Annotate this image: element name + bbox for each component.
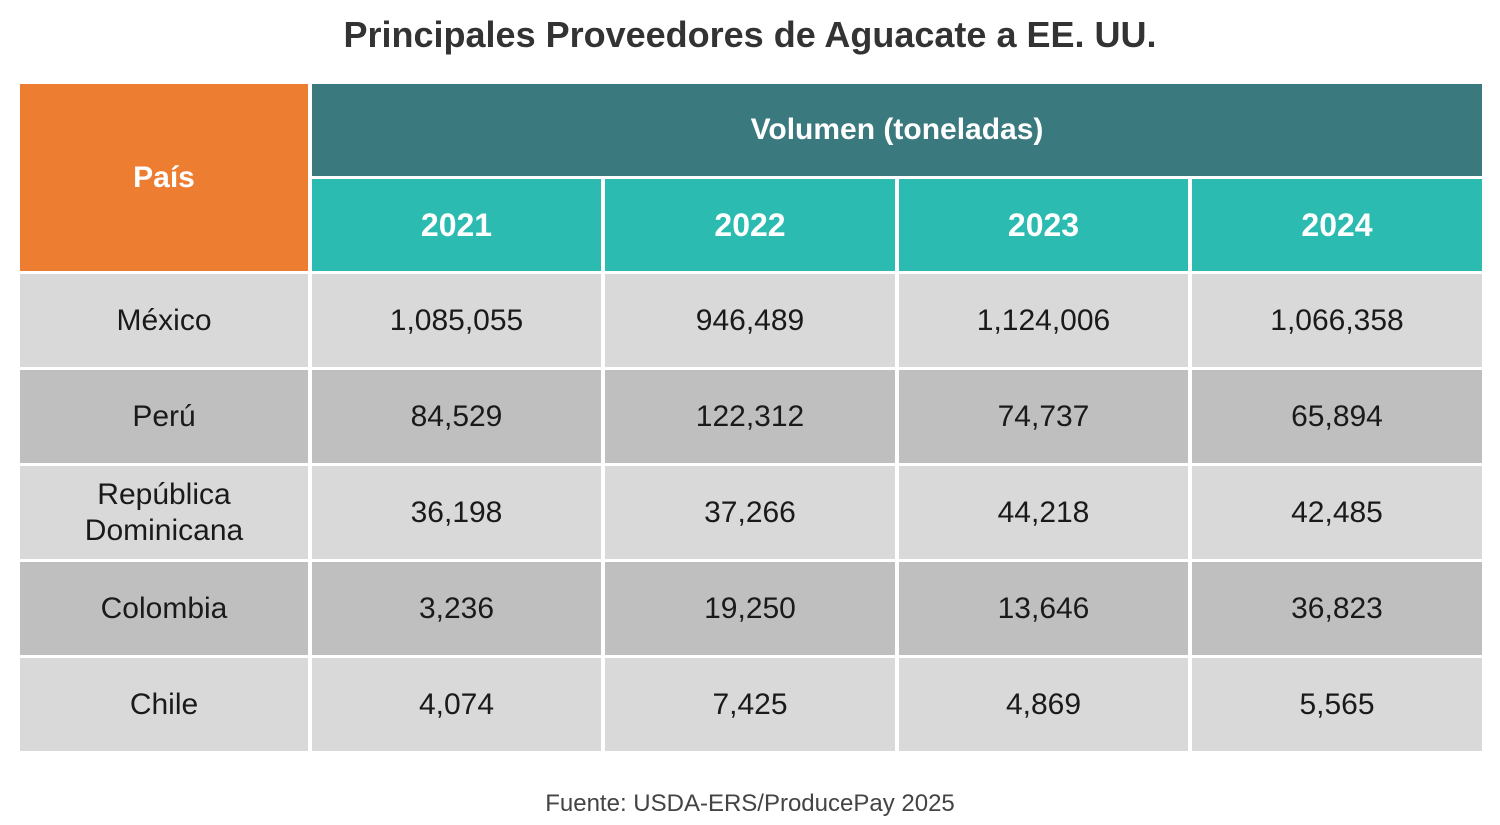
country-cell: República Dominicana [20,466,308,559]
volume-group-header: Volumen (toneladas) [312,84,1482,176]
country-cell: Chile [20,658,308,751]
volume-cell-2022: 7,425 [605,658,895,751]
volume-cell-2021: 4,074 [312,658,601,751]
country-column-header: País [20,84,308,271]
volume-cell-2024: 5,565 [1192,658,1482,751]
year-header-2023: 2023 [899,179,1188,271]
year-header-2022: 2022 [605,179,895,271]
data-table: País Volumen (toneladas) 2021 2022 2023 202… [20,84,1482,751]
volume-cell-2022: 37,266 [605,466,895,559]
volume-cell-2024: 42,485 [1192,466,1482,559]
year-header-2024: 2024 [1192,179,1482,271]
volume-cell-2023: 44,218 [899,466,1188,559]
volume-cell-2021: 36,198 [312,466,601,559]
volume-cell-2021: 1,085,055 [312,274,601,367]
volume-cell-2023: 1,124,006 [899,274,1188,367]
country-cell: Perú [20,370,308,463]
chart-title: Principales Proveedores de Aguacate a EE… [343,14,1157,55]
country-cell: México [20,274,308,367]
volume-cell-2022: 946,489 [605,274,895,367]
volume-cell-2023: 4,869 [899,658,1188,751]
volume-cell-2024: 65,894 [1192,370,1482,463]
volume-cell-2023: 13,646 [899,562,1188,655]
volume-cell-2022: 19,250 [605,562,895,655]
volume-cell-2021: 84,529 [312,370,601,463]
volume-cell-2024: 1,066,358 [1192,274,1482,367]
volume-cell-2024: 36,823 [1192,562,1482,655]
volume-cell-2021: 3,236 [312,562,601,655]
volume-cell-2022: 122,312 [605,370,895,463]
year-header-2021: 2021 [312,179,601,271]
country-cell: Colombia [20,562,308,655]
volume-cell-2023: 74,737 [899,370,1188,463]
source-note: Fuente: USDA-ERS/ProducePay 2025 [545,790,955,817]
